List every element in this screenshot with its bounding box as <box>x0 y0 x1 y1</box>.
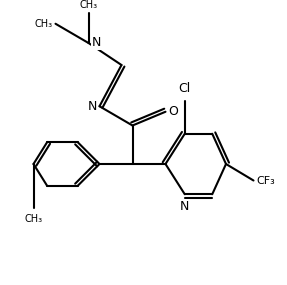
Text: CH₃: CH₃ <box>35 19 53 29</box>
Text: O: O <box>168 105 178 118</box>
Text: CH₃: CH₃ <box>24 213 42 223</box>
Text: Cl: Cl <box>179 82 191 95</box>
Text: CF₃: CF₃ <box>256 176 275 186</box>
Text: N: N <box>87 100 97 113</box>
Text: N: N <box>91 36 101 50</box>
Text: CH₃: CH₃ <box>79 0 98 10</box>
Text: N: N <box>180 200 189 213</box>
